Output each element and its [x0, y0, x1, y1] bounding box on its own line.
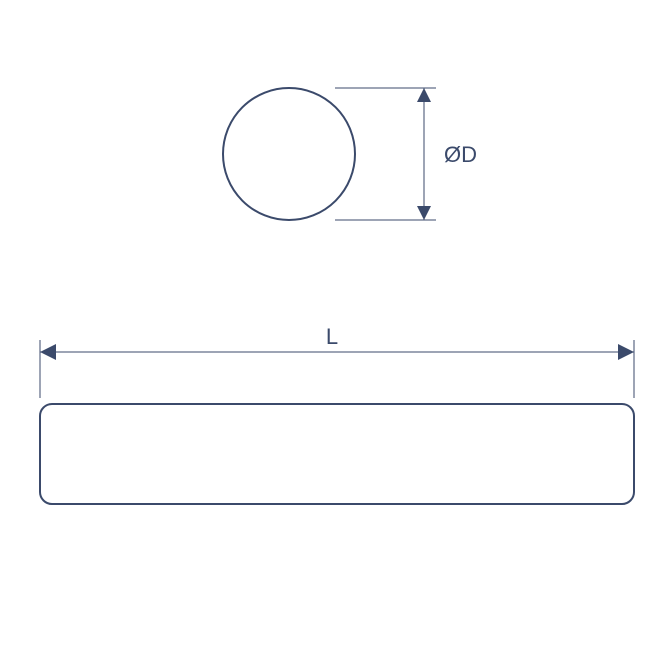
length-arrow-left — [40, 344, 56, 360]
length-arrow-right — [618, 344, 634, 360]
dimension-diagram: ØD L — [0, 0, 670, 670]
side-view-bar — [40, 404, 634, 504]
end-view-circle — [223, 88, 355, 220]
diameter-label: ØD — [444, 142, 477, 167]
diameter-arrow-bottom — [417, 206, 431, 220]
diameter-arrow-top — [417, 88, 431, 102]
length-label: L — [326, 324, 338, 349]
